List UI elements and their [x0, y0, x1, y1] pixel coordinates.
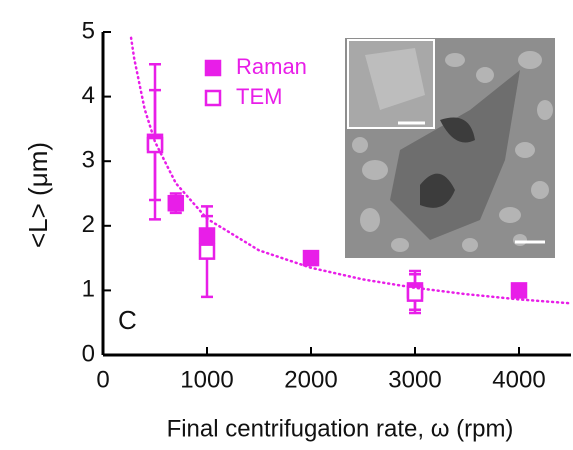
x-tick-label: 3000: [388, 366, 441, 393]
marker: [302, 249, 320, 267]
y-axis-label: <L> (μm): [23, 142, 53, 248]
x-tick-label: 2000: [284, 366, 337, 393]
inset-image: [345, 38, 555, 258]
legend-marker: [204, 89, 222, 107]
y-tick-label: 4: [82, 82, 95, 109]
panel-label: C: [118, 305, 137, 335]
fit-line: [129, 36, 573, 305]
marker: [167, 194, 185, 212]
marker: [198, 243, 216, 260]
y-tick-label: 3: [82, 147, 95, 174]
y-tick-label: 0: [82, 340, 95, 367]
y-tick-label: 5: [82, 17, 95, 44]
legend-label: TEM: [236, 84, 282, 109]
inset-dark: [420, 117, 475, 208]
legend-marker: [204, 59, 222, 77]
marker: [510, 282, 528, 299]
inset-sub-flake: [365, 48, 425, 110]
marker: [406, 285, 424, 302]
x-axis-label: Final centrifugation rate, ω (rpm): [167, 415, 514, 442]
y-tick-label: 1: [82, 276, 95, 303]
y-tick-label: 2: [82, 211, 95, 238]
x-tick-label: 1000: [180, 366, 233, 393]
x-tick-label: 0: [96, 366, 109, 393]
legend-label: Raman: [236, 54, 307, 79]
x-tick-label: 4000: [492, 366, 545, 393]
